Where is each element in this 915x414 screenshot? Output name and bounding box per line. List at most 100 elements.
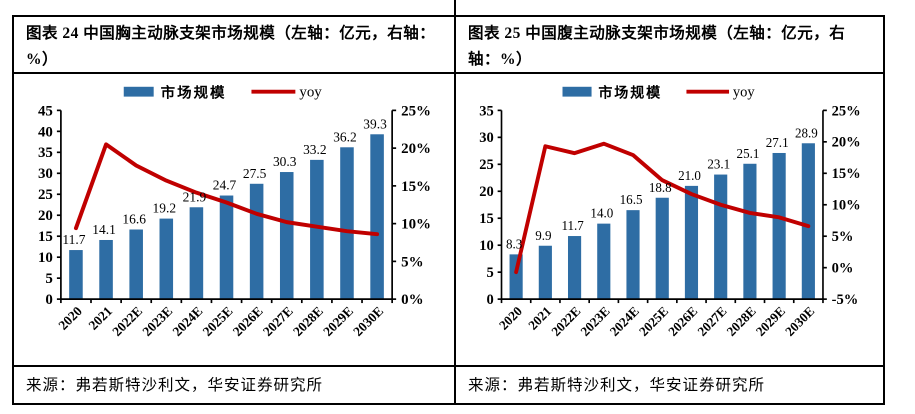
svg-text:11.7: 11.7 (561, 218, 584, 233)
svg-text:40: 40 (38, 124, 53, 140)
axes-group: 0 5 10 15 20 25 30 35 40 45 0% 5% 10% 15% 20% 25% (38, 103, 431, 308)
bar-2028E (310, 159, 324, 300)
bar-2030E (370, 134, 384, 300)
svg-text:2029E: 2029E (753, 303, 788, 339)
svg-text:2030E: 2030E (350, 303, 386, 339)
legend-bar-label: 市场规模 (598, 84, 662, 101)
svg-text:25: 25 (479, 157, 494, 173)
svg-text:28.9: 28.9 (795, 125, 818, 140)
svg-text:2020: 2020 (55, 303, 85, 333)
svg-text:30: 30 (38, 166, 53, 182)
yoy-line-group (73, 142, 380, 237)
bar-2022E (129, 229, 143, 300)
bar-2020 (509, 254, 523, 300)
svg-text:8.3: 8.3 (506, 236, 523, 251)
legend: 市场规模 yoy (562, 84, 755, 102)
bar-2024E (189, 207, 204, 300)
svg-text:2028E: 2028E (290, 303, 326, 339)
figure-24-title: 图表 24 中国胸主动脉支架市场规模（左轴：亿元，右轴：%） (14, 17, 456, 74)
svg-text:0%: 0% (401, 292, 423, 308)
legend-bar-swatch (123, 86, 154, 97)
yoy-line-group (514, 141, 811, 275)
svg-text:30: 30 (479, 130, 494, 146)
svg-text:2025E: 2025E (636, 303, 671, 339)
svg-text:10%: 10% (401, 217, 431, 233)
svg-text:24.7: 24.7 (213, 178, 237, 193)
svg-text:27.5: 27.5 (243, 166, 267, 181)
x-axis-labels: 2020 20212022E2023E2024E2025E2026E2027E20… (55, 303, 386, 339)
svg-text:11.7: 11.7 (62, 232, 85, 247)
legend: 市场规模 yoy (123, 84, 322, 102)
legend-bar-swatch (562, 86, 592, 97)
svg-text:2026E: 2026E (230, 303, 266, 339)
svg-text:36.2: 36.2 (333, 129, 357, 144)
svg-text:39.3: 39.3 (363, 116, 387, 131)
bar-data-labels: 11.7 14.1 16.6 19.2 21.9 24.7 27.5 30.3 33.2 36.2… (62, 116, 387, 247)
svg-text:0%: 0% (832, 260, 854, 276)
bar-2026E (684, 185, 699, 300)
svg-text:15: 15 (479, 211, 494, 227)
svg-text:2030E: 2030E (782, 303, 817, 339)
x-axis-labels: 2020 20212022E2023E2024E2025E2026E2027E20… (496, 303, 817, 339)
svg-text:2027E: 2027E (694, 303, 729, 339)
bar-2020 (69, 250, 83, 300)
bar-2021 (99, 239, 113, 300)
svg-text:0: 0 (45, 292, 52, 308)
svg-text:21.9: 21.9 (183, 189, 207, 204)
bar-2029E (772, 152, 786, 300)
table-divider-stub (454, 0, 456, 17)
svg-text:5: 5 (45, 271, 52, 287)
legend-line-label: yoy (299, 85, 322, 101)
bar-2026E (249, 183, 264, 300)
bar-2021 (538, 245, 552, 300)
yoy-line (73, 142, 380, 237)
svg-text:16.5: 16.5 (620, 192, 643, 207)
svg-text:5%: 5% (401, 254, 423, 270)
svg-text:15%: 15% (832, 166, 861, 182)
svg-text:2024E: 2024E (169, 303, 205, 339)
legend-bar-label: 市场规模 (161, 84, 227, 102)
svg-text:2024E: 2024E (607, 303, 642, 339)
svg-text:27.1: 27.1 (766, 135, 789, 150)
svg-text:2026E: 2026E (665, 303, 700, 339)
svg-text:35: 35 (38, 145, 53, 161)
axes-group: 0 5 10 15 20 25 30 35 -5% 0% 5% 10% 15% 20% 25% (479, 103, 860, 308)
bar-2028E (743, 163, 757, 300)
svg-text:15%: 15% (401, 179, 431, 195)
svg-text:0: 0 (487, 292, 494, 308)
svg-text:2023E: 2023E (578, 303, 613, 339)
svg-text:10: 10 (38, 250, 53, 266)
svg-text:45: 45 (38, 103, 53, 119)
svg-text:14.1: 14.1 (92, 222, 116, 237)
svg-text:2022E: 2022E (548, 303, 583, 339)
svg-text:-5%: -5% (832, 292, 859, 308)
bars-group (69, 134, 384, 300)
svg-text:30.3: 30.3 (273, 154, 297, 169)
svg-text:20%: 20% (401, 141, 431, 157)
bars-group (509, 143, 815, 300)
figure-25-title: 图表 25 中国腹主动脉支架市场规模（左轴：亿元，右轴：%） (456, 17, 883, 74)
svg-text:9.9: 9.9 (535, 228, 552, 243)
bar-2027E (279, 172, 294, 300)
svg-text:20: 20 (479, 184, 494, 200)
bar-2024E (626, 210, 640, 300)
svg-text:20: 20 (38, 208, 53, 224)
svg-text:25: 25 (38, 187, 53, 203)
figure-25-chart-cell: 0 5 10 15 20 25 30 35 -5% 0% 5% 10% 15% 20% 25% 2020 202… (456, 74, 883, 367)
svg-text:2023E: 2023E (139, 303, 175, 339)
svg-text:10%: 10% (832, 198, 861, 214)
figure-25-source: 来源：弗若斯特沙利文，华安证券研究所 (456, 367, 883, 403)
svg-text:16.6: 16.6 (122, 212, 146, 227)
bar-2030E (801, 143, 815, 300)
bar-2029E (340, 147, 354, 300)
svg-text:2027E: 2027E (260, 303, 296, 339)
svg-text:2025E: 2025E (200, 303, 236, 339)
svg-text:23.1: 23.1 (707, 157, 730, 172)
svg-text:20%: 20% (832, 135, 861, 151)
svg-text:25.1: 25.1 (737, 146, 760, 161)
bar-2023E (159, 218, 174, 300)
bar-data-labels: 8.3 9.9 11.7 14.0 16.5 18.8 21.0 23.1 25.1 27.1 28… (506, 125, 818, 251)
svg-text:33.2: 33.2 (303, 142, 327, 157)
